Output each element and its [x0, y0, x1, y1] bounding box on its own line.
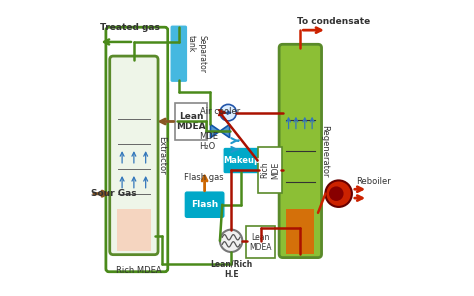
Text: To condensate: To condensate [297, 17, 371, 26]
Text: Makeup: Makeup [223, 156, 260, 165]
FancyBboxPatch shape [279, 44, 321, 258]
Text: MDE: MDE [199, 132, 218, 141]
Text: Air cooler: Air cooler [200, 107, 240, 116]
Circle shape [329, 186, 344, 201]
Text: Regenerator: Regenerator [320, 125, 329, 177]
FancyBboxPatch shape [246, 226, 275, 258]
Text: H₂O: H₂O [199, 142, 215, 151]
Text: Rich MDEA: Rich MDEA [116, 266, 162, 275]
FancyBboxPatch shape [175, 103, 207, 140]
FancyBboxPatch shape [223, 147, 260, 174]
Text: Lean/Rich
H.E: Lean/Rich H.E [210, 259, 252, 279]
Text: Lean
MDEA: Lean MDEA [176, 112, 206, 131]
Text: Flash: Flash [191, 200, 218, 209]
Circle shape [220, 230, 242, 252]
FancyBboxPatch shape [184, 191, 225, 219]
Polygon shape [117, 209, 151, 251]
Text: Extractor: Extractor [157, 136, 166, 175]
Text: Lean
MDEA: Lean MDEA [249, 233, 272, 252]
FancyBboxPatch shape [109, 56, 158, 255]
Circle shape [325, 180, 352, 207]
FancyBboxPatch shape [170, 25, 188, 83]
FancyBboxPatch shape [258, 147, 283, 193]
Polygon shape [220, 124, 229, 138]
Text: Reboiler: Reboiler [356, 177, 391, 186]
Text: Flash gas: Flash gas [184, 173, 224, 182]
Polygon shape [210, 124, 220, 138]
Polygon shape [286, 209, 314, 254]
Text: Sour Gas: Sour Gas [91, 189, 137, 198]
Circle shape [220, 104, 237, 121]
Text: Separator
tank: Separator tank [187, 35, 207, 73]
Text: Treated gas: Treated gas [100, 23, 160, 32]
Text: Rich
MDE: Rich MDE [260, 162, 280, 179]
